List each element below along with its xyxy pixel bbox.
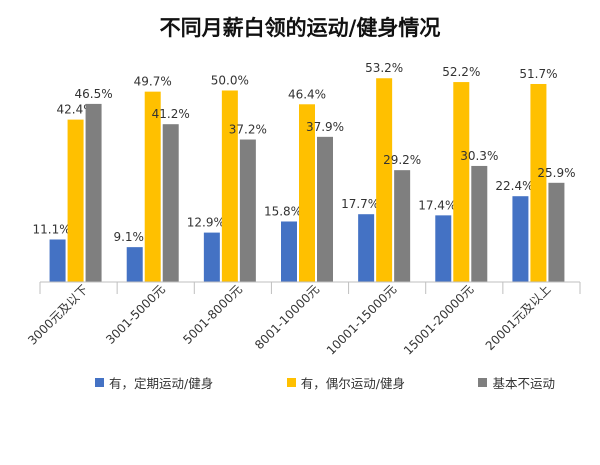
- legend-label-none: 基本不运动: [492, 376, 555, 391]
- bar: [144, 91, 161, 282]
- bar: [548, 182, 565, 282]
- data-label: 25.9%: [537, 166, 575, 180]
- data-label: 42.4%: [57, 103, 95, 117]
- legend-swatch-occasional: [286, 378, 296, 387]
- legend-label-regular: 有，定期运动/健身: [109, 376, 214, 391]
- data-label: 17.4%: [418, 198, 456, 212]
- bar: [299, 104, 315, 283]
- bar: [453, 82, 470, 282]
- bar: [126, 247, 143, 282]
- bar: [221, 90, 238, 282]
- bar: [281, 221, 297, 282]
- legend-item-occasional: 有，偶尔运动/健身: [286, 373, 405, 392]
- category-label: 3000元及以下: [25, 282, 90, 347]
- data-label: 46.4%: [288, 87, 326, 101]
- data-label: 11.1%: [33, 222, 71, 236]
- data-label: 49.7%: [134, 75, 172, 89]
- bar: [49, 239, 66, 282]
- bar: [67, 119, 84, 282]
- category-label: 5001-8000元: [180, 282, 245, 347]
- data-label: 9.1%: [113, 230, 144, 244]
- data-label: 52.2%: [442, 65, 480, 79]
- bar: [358, 214, 375, 282]
- data-label: 12.9%: [187, 216, 225, 230]
- bar: [376, 78, 393, 282]
- category-label: 3001-5000元: [103, 282, 168, 347]
- category-label: 10001-15000元: [324, 282, 399, 357]
- data-label: 46.5%: [75, 87, 113, 101]
- data-label: 29.2%: [383, 153, 421, 167]
- bar: [162, 124, 179, 282]
- data-label: 22.4%: [495, 179, 533, 193]
- legend-label-occasional: 有，偶尔运动/健身: [300, 376, 405, 391]
- category-label: 20001元及以上: [483, 282, 554, 353]
- bar: [85, 103, 102, 282]
- bar: [317, 136, 333, 282]
- legend-item-regular: 有，定期运动/健身: [95, 373, 213, 392]
- legend-swatch-none: [478, 378, 488, 387]
- bar: [471, 165, 488, 282]
- chart-title: 不同月薪白领的运动/健身情况: [159, 16, 441, 40]
- category-label: 8001-10000元: [252, 282, 322, 352]
- data-label: 41.2%: [152, 107, 190, 121]
- bar: [530, 83, 547, 282]
- data-label: 50.0%: [211, 74, 249, 88]
- bar: [435, 215, 452, 282]
- data-label: 53.2%: [365, 61, 403, 75]
- data-label: 37.2%: [229, 123, 267, 137]
- bar: [203, 232, 220, 282]
- legend-item-none: 基本不运动: [478, 373, 555, 392]
- data-label: 51.7%: [519, 67, 557, 81]
- data-label: 30.3%: [460, 149, 498, 163]
- bar: [394, 170, 411, 282]
- bar: [239, 139, 256, 282]
- legend: 有，定期运动/健身 有，偶尔运动/健身 基本不运动: [95, 373, 555, 392]
- data-label: 17.7%: [341, 197, 379, 211]
- data-label: 15.8%: [264, 204, 302, 218]
- category-label: 15001-20000元: [401, 282, 476, 357]
- data-label: 37.9%: [306, 120, 344, 134]
- bar: [512, 196, 529, 282]
- legend-swatch-regular: [95, 378, 104, 387]
